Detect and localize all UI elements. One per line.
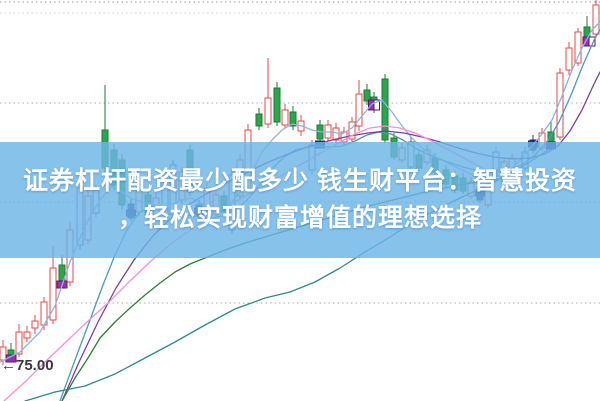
candle-up (264, 58, 272, 128)
candle-down (273, 82, 281, 126)
promo-banner: 证券杠杆配资最少配多少 钱生财平台：智慧投资 ，轻松实现财富增值的理想选择 (0, 142, 600, 258)
candle-up (355, 80, 363, 131)
candle-up (565, 42, 573, 75)
candle-up (592, 0, 600, 38)
candle-down (255, 108, 263, 130)
candle-down (381, 74, 389, 143)
banner-title-line1: 证券杠杆配资最少配多少 钱生财平台：智慧投资 (23, 167, 577, 195)
candle-up (574, 28, 582, 66)
candle-up (324, 120, 332, 141)
candle-up (556, 68, 564, 140)
banner-title-line2: ，轻松实现财富增值的理想选择 (117, 204, 482, 232)
price-label: ←75.00 (1, 357, 54, 374)
candle-up (15, 324, 23, 357)
candle-up (281, 104, 289, 128)
candle-up (31, 315, 39, 334)
candle-down (289, 106, 297, 130)
candle-down (363, 84, 371, 105)
candle-up (23, 326, 31, 342)
